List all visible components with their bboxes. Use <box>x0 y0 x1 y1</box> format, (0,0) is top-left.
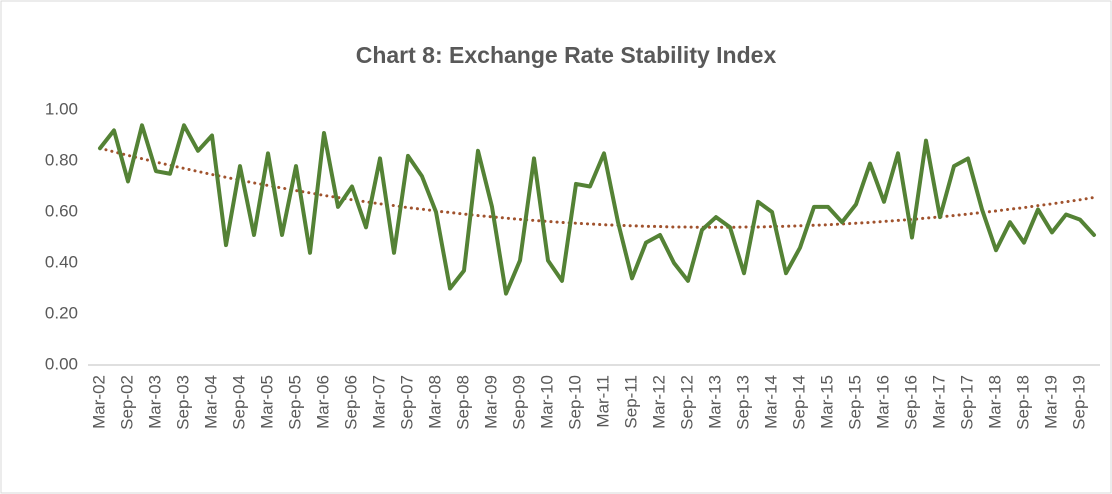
x-tick-label: Mar-04 <box>201 375 220 429</box>
x-tick-label: Mar-15 <box>817 375 836 429</box>
y-tick-label: 0.60 <box>45 201 78 220</box>
y-tick-label: 0.40 <box>45 252 78 271</box>
x-tick-label: Sep-11 <box>621 375 640 429</box>
x-tick-label: Sep-13 <box>733 375 752 430</box>
x-tick-label: Mar-09 <box>481 375 500 429</box>
x-tick-label: Sep-03 <box>173 375 192 430</box>
x-tick-label: Mar-13 <box>705 375 724 429</box>
x-tick-label: Sep-10 <box>565 375 584 430</box>
x-tick-label: Sep-08 <box>453 375 472 430</box>
x-tick-label: Sep-19 <box>1069 375 1088 430</box>
x-tick-label: Mar-03 <box>145 375 164 429</box>
x-tick-label: Mar-18 <box>985 375 1004 429</box>
x-tick-label: Sep-18 <box>1013 375 1032 430</box>
x-tick-label: Mar-19 <box>1041 375 1060 429</box>
x-tick-label: Mar-16 <box>873 375 892 429</box>
x-tick-label: Mar-14 <box>761 375 780 429</box>
x-tick-label: Sep-02 <box>117 375 136 430</box>
trend-line <box>98 146 1096 229</box>
x-tick-label: Sep-06 <box>341 375 360 430</box>
x-tick-label: Sep-14 <box>789 375 808 430</box>
y-tick-label: 0.80 <box>45 150 78 169</box>
y-tick-label: 1.00 <box>45 99 78 118</box>
x-tick-label: Mar-06 <box>313 375 332 429</box>
x-tick-label: Sep-15 <box>845 375 864 430</box>
y-tick-label: 0.20 <box>45 303 78 322</box>
x-tick-label: Sep-07 <box>397 375 416 430</box>
x-tick-label: Sep-16 <box>901 375 920 430</box>
x-tick-label: Mar-10 <box>537 375 556 429</box>
x-tick-label: Mar-17 <box>929 375 948 429</box>
x-tick-label: Sep-09 <box>509 375 528 430</box>
x-tick-label: Sep-05 <box>285 375 304 430</box>
x-tick-label: Sep-17 <box>957 375 976 430</box>
chart-title: Chart 8: Exchange Rate Stability Index <box>356 42 777 68</box>
x-tick-label: Mar-07 <box>369 375 388 429</box>
x-tick-label: Mar-02 <box>89 375 108 429</box>
x-tick-label: Mar-05 <box>257 375 276 429</box>
x-tick-label: Sep-04 <box>229 375 248 430</box>
x-tick-label: Mar-08 <box>425 375 444 429</box>
series-line <box>98 123 1096 296</box>
x-tick-label: Sep-12 <box>677 375 696 430</box>
x-tick-label: Mar-12 <box>649 375 668 429</box>
y-tick-label: 0.00 <box>45 354 78 373</box>
x-tick-label: Mar-11 <box>593 375 612 428</box>
